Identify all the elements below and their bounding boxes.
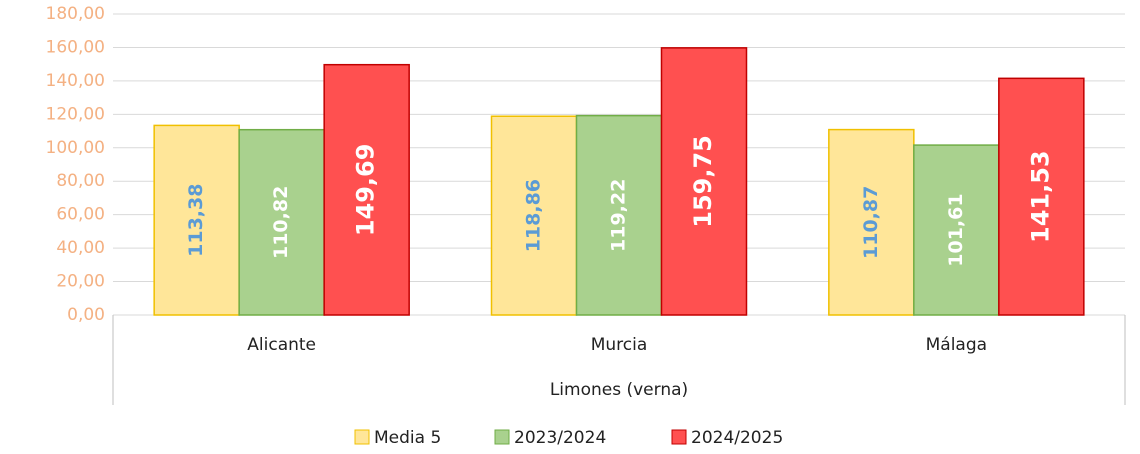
y-tick-label: 0,00 <box>67 305 105 325</box>
legend-swatch <box>354 429 370 445</box>
value-label: 141,53 <box>1026 150 1054 243</box>
bar <box>153 124 240 316</box>
value-label: 119,22 <box>608 179 630 252</box>
value-label: 101,61 <box>945 193 967 266</box>
bar <box>828 128 915 316</box>
value-label: 118,86 <box>523 179 545 252</box>
legend-label: Media 5 <box>374 428 441 448</box>
bar <box>323 63 410 316</box>
y-tick-label: 40,00 <box>56 238 105 258</box>
group-label: Limones (verna) <box>550 380 688 400</box>
value-label: 159,75 <box>689 135 717 228</box>
y-tick-label: 120,00 <box>46 104 105 124</box>
value-label: 149,69 <box>352 144 380 237</box>
x-tick-label: Murcia <box>591 335 648 355</box>
y-tick-label: 180,00 <box>46 4 105 24</box>
x-tick-label: Málaga <box>926 335 987 355</box>
bar <box>490 115 578 316</box>
value-label: 110,87 <box>860 186 882 259</box>
bar <box>575 114 663 316</box>
bar <box>998 77 1085 316</box>
legend-swatch <box>671 429 687 445</box>
y-tick-label: 80,00 <box>56 171 105 191</box>
value-label: 110,82 <box>270 186 292 259</box>
bar <box>660 47 748 316</box>
legend-swatch <box>494 429 510 445</box>
bar <box>238 128 325 316</box>
x-tick-label: Alicante <box>247 335 316 355</box>
y-tick-label: 160,00 <box>46 37 105 57</box>
y-tick-label: 20,00 <box>56 272 105 292</box>
value-label: 113,38 <box>185 184 207 257</box>
legend-label: 2024/2025 <box>691 428 783 448</box>
y-tick-label: 140,00 <box>46 71 105 91</box>
legend-label: 2023/2024 <box>514 428 606 448</box>
y-tick-label: 100,00 <box>46 138 105 158</box>
y-tick-label: 60,00 <box>56 205 105 225</box>
